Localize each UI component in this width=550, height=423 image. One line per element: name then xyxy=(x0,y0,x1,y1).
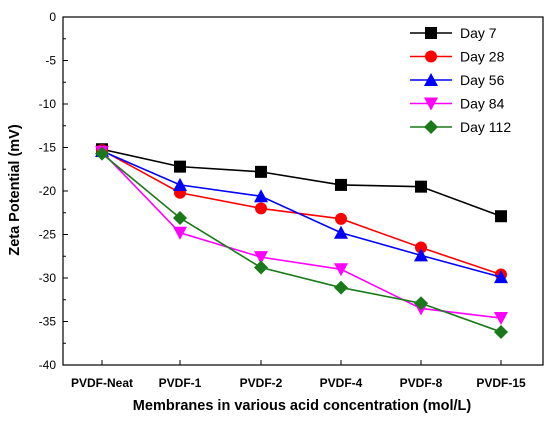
data-point-day-56 xyxy=(173,177,187,191)
data-point-day-7 xyxy=(174,160,186,173)
series-day-112 xyxy=(95,146,508,339)
data-point-day-7 xyxy=(415,180,427,193)
series-day-56 xyxy=(95,143,508,284)
data-point-day-84 xyxy=(173,226,187,240)
series-line-day-112 xyxy=(101,152,502,333)
data-point-day-84 xyxy=(494,312,508,326)
legend-label-day-112: Day 112 xyxy=(460,119,511,135)
series-line-day-7 xyxy=(101,148,502,217)
x-axis-title: Membranes in various acid concentration … xyxy=(133,398,472,414)
data-point-day-84 xyxy=(334,263,348,277)
y-tick-label: -15 xyxy=(39,141,57,155)
axes-group: 0 -5 -10 -15 -20 -25 -30 -35 -40 PVDF-Neat PVDF-1 P… xyxy=(39,10,544,390)
legend: Day 7 Day 28 Day 56 Day 84 Day 112 xyxy=(410,25,511,135)
series-line-day-56 xyxy=(101,150,502,278)
y-tick-label: -35 xyxy=(39,315,57,329)
legend-entry-day-84: Day 84 xyxy=(410,96,505,112)
data-point-day-28 xyxy=(255,202,267,215)
data-point-day-28 xyxy=(415,241,427,254)
series-line-day-28 xyxy=(101,149,502,276)
legend-marker-day-7 xyxy=(425,27,437,39)
y-tick-label: 0 xyxy=(49,10,56,24)
series-line-day-84 xyxy=(101,151,502,319)
data-point-day-7 xyxy=(255,165,267,178)
data-point-day-112 xyxy=(173,210,187,225)
legend-marker-day-84 xyxy=(424,97,438,111)
data-point-day-56 xyxy=(254,189,268,203)
data-point-day-7 xyxy=(335,178,347,191)
data-point-day-56 xyxy=(414,248,428,262)
legend-label-day-28: Day 28 xyxy=(460,49,505,65)
data-point-day-112 xyxy=(494,324,508,339)
legend-marker-day-56 xyxy=(424,73,438,86)
legend-entry-day-28: Day 28 xyxy=(410,49,505,65)
y-tick-label: -40 xyxy=(39,358,57,372)
series-day-28 xyxy=(96,144,507,281)
data-point-day-112 xyxy=(334,280,348,295)
legend-label-day-56: Day 56 xyxy=(460,72,505,88)
x-tick-label: PVDF-Neat xyxy=(71,376,133,390)
x-tick-label: PVDF-2 xyxy=(240,376,283,390)
x-tick-label: PVDF-8 xyxy=(400,376,443,390)
series-group xyxy=(95,143,508,339)
legend-entry-day-7: Day 7 xyxy=(410,25,497,41)
x-tick-label: PVDF-1 xyxy=(159,376,202,390)
legend-entry-day-56: Day 56 xyxy=(410,72,505,88)
y-tick-label: -30 xyxy=(39,271,57,285)
series-day-84 xyxy=(95,145,508,326)
x-tick-label: PVDF-15 xyxy=(476,376,526,390)
x-tick-label: PVDF-4 xyxy=(320,376,363,390)
plot-frame xyxy=(62,16,544,366)
data-point-day-56 xyxy=(334,225,348,239)
data-point-day-56 xyxy=(494,270,508,284)
legend-entry-day-112: Day 112 xyxy=(410,119,511,135)
data-point-day-7 xyxy=(495,210,507,223)
y-tick-label: -5 xyxy=(45,54,56,68)
y-tick-label: -20 xyxy=(39,184,57,198)
data-point-day-28 xyxy=(335,212,347,225)
y-axis-title: Zeta Potential (mV) xyxy=(7,124,23,255)
data-point-day-112 xyxy=(254,260,268,275)
y-tick-label: -10 xyxy=(39,97,57,111)
legend-marker-day-112 xyxy=(424,120,438,134)
legend-label-day-84: Day 84 xyxy=(460,96,505,112)
legend-label-day-7: Day 7 xyxy=(460,25,497,41)
data-point-day-112 xyxy=(414,296,428,311)
y-tick-label: -25 xyxy=(39,228,57,242)
data-point-day-84 xyxy=(254,251,268,265)
data-point-day-112 xyxy=(95,146,109,161)
legend-marker-day-28 xyxy=(425,50,437,63)
